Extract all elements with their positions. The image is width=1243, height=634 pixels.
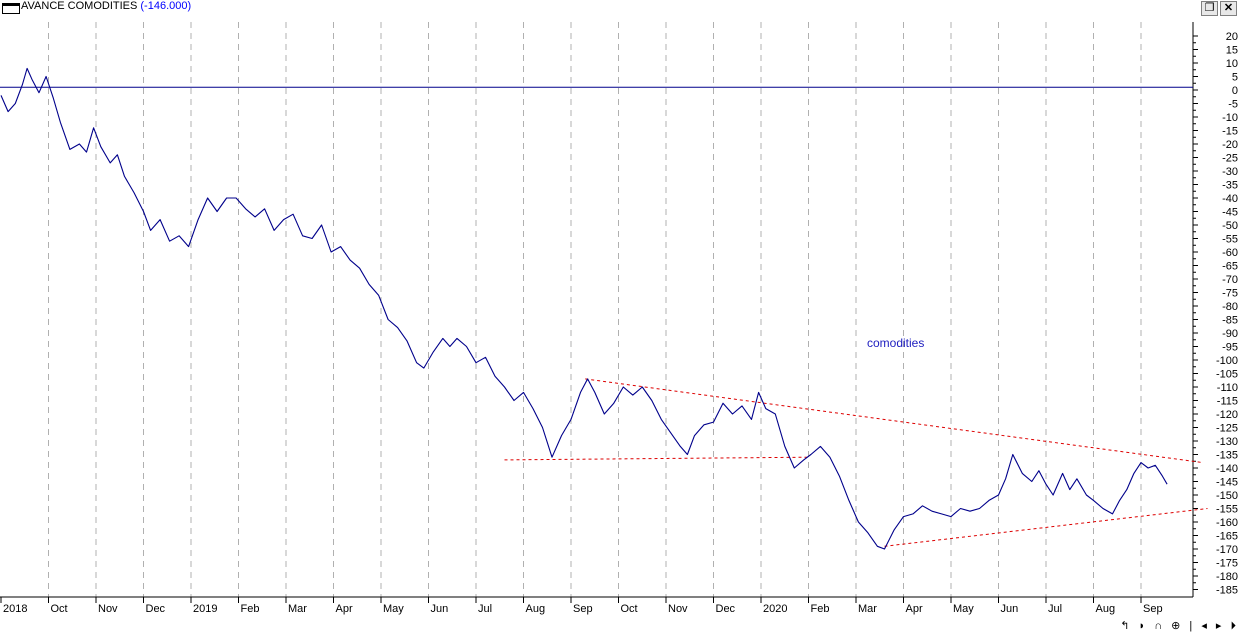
close-button[interactable]: ✕ — [1220, 1, 1237, 16]
y-tick-label: -185 — [1216, 585, 1238, 597]
y-tick-label: -165 — [1216, 531, 1238, 543]
y-tick-label: -90 — [1222, 328, 1238, 340]
x-tick-label: 2019 — [193, 603, 217, 615]
y-tick-label: -75 — [1222, 288, 1238, 300]
status-bar: ↰ ◗ ∩ ⊕ | ◂ ▸ ⏵ — [0, 618, 1243, 634]
grid-lines — [48, 22, 1142, 597]
x-tick-label: Aug — [526, 603, 546, 615]
y-tick-label: -50 — [1222, 220, 1238, 232]
x-tick-label: Sep — [573, 603, 593, 615]
y-tick-label: 20 — [1226, 31, 1238, 43]
x-tick-label: Jun — [1001, 603, 1019, 615]
y-tick-label: -20 — [1222, 139, 1238, 151]
x-tick-label: Mar — [288, 603, 307, 615]
y-tick-label: -160 — [1216, 517, 1238, 529]
restore-icon: ❐ — [1204, 2, 1215, 14]
y-tick-label: -180 — [1216, 571, 1238, 583]
trendline — [585, 378, 1203, 464]
y-tick-label: -45 — [1222, 207, 1238, 219]
y-tick-label: 15 — [1226, 45, 1238, 57]
x-tick-label: 2018 — [3, 603, 27, 615]
x-tick-label: Dec — [716, 603, 736, 615]
chart-title-name: AVANCE COMODITIES — [21, 0, 138, 12]
x-tick-label: Feb — [241, 603, 260, 615]
y-tick-label: -105 — [1216, 369, 1238, 381]
y-tick-label: 5 — [1232, 72, 1238, 84]
chart-title-value: (-146.000) — [140, 0, 192, 12]
x-tick-label: Feb — [811, 603, 830, 615]
x-tick-label: Sep — [1143, 603, 1163, 615]
series-line — [0, 67, 1168, 550]
series-layer — [0, 67, 1168, 550]
x-tick-label: Oct — [51, 603, 68, 615]
y-tick-label: -55 — [1222, 234, 1238, 246]
y-tick-label: -140 — [1216, 463, 1238, 475]
y-tick-label: -125 — [1216, 423, 1238, 435]
x-tick-label: Jul — [1048, 603, 1062, 615]
y-tick-label: -35 — [1222, 180, 1238, 192]
y-tick-label: -10 — [1222, 112, 1238, 124]
y-tick-label: -5 — [1228, 99, 1238, 111]
y-tick-label: -85 — [1222, 315, 1238, 327]
y-tick-label: -30 — [1222, 166, 1238, 178]
x-tick-label: Aug — [1096, 603, 1116, 615]
y-tick-label: -120 — [1216, 409, 1238, 421]
y-tick-label: -135 — [1216, 450, 1238, 462]
y-tick-label: 0 — [1232, 85, 1238, 97]
y-tick-label: -65 — [1222, 261, 1238, 273]
y-tick-label: -25 — [1222, 153, 1238, 165]
title-bar: AVANCE COMODITIES (-146.000) ❐ ✕ — [0, 0, 1243, 18]
y-tick-label: -155 — [1216, 504, 1238, 516]
y-tick-label: -170 — [1216, 544, 1238, 556]
y-tick-label: 10 — [1226, 58, 1238, 70]
close-icon: ✕ — [1223, 2, 1234, 14]
series-label: comodities — [867, 336, 924, 350]
x-tick-label: Apr — [906, 603, 923, 615]
x-tick-label: Nov — [668, 603, 688, 615]
x-tick-label: May — [953, 603, 974, 615]
y-tick-label: -110 — [1217, 382, 1238, 394]
x-tick-label: Mar — [858, 603, 877, 615]
y-tick-label: -100 — [1216, 355, 1238, 367]
y-tick-label: -40 — [1222, 193, 1238, 205]
window-menu-icon[interactable] — [2, 3, 20, 14]
trendline — [504, 456, 809, 461]
restore-button[interactable]: ❐ — [1201, 1, 1218, 16]
x-tick-label: Oct — [621, 603, 638, 615]
trendline — [884, 508, 1208, 547]
y-tick-label: -80 — [1222, 301, 1238, 313]
x-tick-label: Jul — [478, 603, 492, 615]
x-tick-label: May — [383, 603, 404, 615]
y-tick-label: -150 — [1216, 490, 1238, 502]
y-tick-label: -70 — [1222, 274, 1238, 286]
x-axis: 2018 Oct Nov Dec 2019 Feb Mar Apr May Jun Jul Aug Se… — [0, 596, 1193, 615]
y-tick-label: -60 — [1222, 247, 1238, 259]
trendlines — [504, 378, 1208, 547]
x-tick-label: Apr — [336, 603, 353, 615]
y-tick-label: -175 — [1216, 558, 1238, 570]
x-tick-label: Nov — [98, 603, 118, 615]
x-tick-label: Dec — [146, 603, 166, 615]
chart-title: AVANCE COMODITIES (-146.000) — [21, 0, 191, 13]
y-tick-label: -15 — [1222, 126, 1238, 138]
y-tick-label: -130 — [1216, 436, 1238, 448]
navigation-icons[interactable]: ↰ ◗ ∩ ⊕ | ◂ ▸ ⏵ — [1120, 620, 1239, 632]
y-tick-label: -95 — [1222, 342, 1238, 354]
x-tick-label: 2020 — [763, 603, 787, 615]
x-tick-label: Jun — [431, 603, 449, 615]
y-tick-label: -115 — [1217, 396, 1238, 408]
y-tick-label: -145 — [1216, 477, 1238, 489]
